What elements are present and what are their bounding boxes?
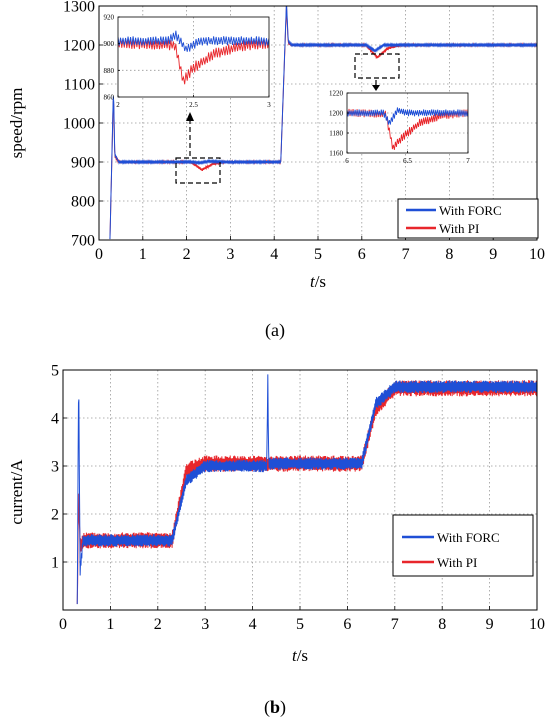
x-tick-label-inset-1: 2 — [116, 101, 120, 109]
legend-b-label-pi: With PI — [437, 555, 477, 570]
x-tick-label-b: 8 — [438, 616, 446, 633]
x-tick-label-b: 2 — [154, 616, 162, 633]
y-tick-label-a: 1000 — [63, 116, 95, 133]
zoom-arrow-2-head — [372, 85, 380, 91]
x-tick-label-a: 1 — [139, 246, 147, 263]
series-line-forc-inset-1 — [118, 30, 269, 52]
y-tick-label-b: 3 — [51, 459, 59, 476]
x-tick-label-inset-1: 3 — [267, 101, 271, 109]
legend-b-label-forc: With FORC — [437, 530, 500, 545]
legend-b: With FORC With PI — [392, 514, 534, 577]
y-tick-label-inset-1: 880 — [104, 67, 115, 75]
x-tick-label-b: 1 — [106, 616, 114, 633]
x-tick-label-b: 5 — [296, 616, 304, 633]
series-line-forc-inset-2 — [347, 107, 468, 125]
x-tick-label-b: 3 — [201, 616, 209, 633]
y-tick-label-inset-1: 920 — [104, 13, 115, 21]
ticks-a: 0 1 2 3 4 5 6 7 8 9 10 700 800 900 1000 1100 1200 1300 — [63, 0, 545, 263]
x-tick-label-a: 7 — [402, 246, 410, 263]
x-tick-label-inset-2: 6 — [345, 157, 349, 165]
legend-a-label-pi: With PI — [439, 221, 479, 236]
panel-b: 0 1 2 3 4 5 6 7 8 9 10 1 2 3 4 5 current/A t/s With FOR… — [7, 363, 545, 718]
x-tick-label-a: 6 — [358, 246, 366, 263]
y-tick-label-inset-2: 1220 — [329, 89, 344, 97]
x-tick-label-inset-2: 7 — [466, 157, 470, 165]
inset-2-ticks: 6 6.5 7 1160 1180 1200 1220 — [329, 89, 470, 165]
x-tick-label-b: 0 — [59, 616, 67, 633]
y-tick-label-b: 2 — [51, 507, 59, 524]
x-tick-label-a: 2 — [183, 246, 191, 263]
inset-2: 6 6.5 7 1160 1180 1200 1220 — [329, 89, 470, 165]
x-axis-label-a: t/s — [310, 272, 326, 291]
y-tick-label-a: 1300 — [63, 0, 95, 16]
y-tick-label-a: 900 — [71, 155, 95, 172]
y-axis-label-b: current/A — [7, 459, 26, 525]
caption-b: (b) — [264, 697, 286, 718]
series-group-a — [109, 6, 537, 240]
x-tick-label-inset-2: 6.5 — [403, 157, 412, 165]
y-tick-label-inset-1: 860 — [104, 93, 115, 101]
x-tick-label-a: 0 — [95, 246, 103, 263]
series-group-b — [76, 374, 537, 605]
zoom-box-1 — [175, 157, 221, 184]
x-tick-label-a: 9 — [489, 246, 497, 263]
x-tick-label-b: 4 — [249, 616, 257, 633]
y-tick-label-inset-2: 1200 — [329, 109, 344, 117]
y-tick-label-a: 700 — [71, 233, 95, 250]
x-tick-label-a: 3 — [226, 246, 234, 263]
y-axis-label-a: speed/rpm — [7, 88, 26, 159]
x-axis-label-b: t/s — [292, 646, 308, 665]
y-tick-label-inset-1: 900 — [104, 40, 115, 48]
inset-1-series — [118, 30, 269, 85]
x-tick-label-b: 10 — [529, 616, 545, 633]
caption-a: (a) — [265, 320, 285, 341]
inset-2-series — [347, 107, 468, 150]
x-tick-label-a: 10 — [529, 246, 545, 263]
y-tick-label-a: 1200 — [63, 38, 95, 55]
series-line-forc-b — [76, 374, 537, 605]
x-tick-label-a: 5 — [314, 246, 322, 263]
y-tick-label-a: 1100 — [64, 77, 95, 94]
legend-a-label-forc: With FORC — [439, 203, 502, 218]
inset-1-ticks: 2 2.5 3 860 880 900 920 — [104, 13, 272, 109]
y-tick-label-inset-2: 1180 — [329, 129, 343, 137]
legend-a-box — [397, 198, 539, 239]
ticks-b: 0 1 2 3 4 5 6 7 8 9 10 1 2 3 4 5 — [51, 363, 545, 633]
x-tick-label-a: 8 — [445, 246, 453, 263]
panel-a: 0 1 2 3 4 5 6 7 8 9 10 700 800 900 1000 1100 1200 1300 sp… — [7, 0, 545, 341]
x-tick-label-a: 4 — [270, 246, 278, 263]
x-tick-label-b: 9 — [486, 616, 494, 633]
y-tick-label-b: 5 — [51, 363, 59, 380]
legend-b-box — [392, 514, 534, 577]
inset-1: 2 2.5 3 860 880 900 920 — [104, 13, 272, 109]
y-tick-label-inset-2: 1160 — [329, 149, 343, 157]
y-tick-label-b: 1 — [51, 555, 59, 572]
inset-1-grid — [118, 17, 269, 97]
x-tick-label-b: 7 — [391, 616, 399, 633]
series-line-forc-a — [109, 6, 537, 240]
x-tick-label-inset-1: 2.5 — [189, 101, 198, 109]
y-tick-label-b: 4 — [51, 411, 59, 428]
x-tick-label-b: 6 — [343, 616, 351, 633]
zoom-arrow-1-head — [186, 112, 194, 121]
zoom-box-2 — [354, 53, 400, 79]
legend-a: With FORC With PI — [397, 198, 539, 239]
y-tick-label-a: 800 — [71, 194, 95, 211]
